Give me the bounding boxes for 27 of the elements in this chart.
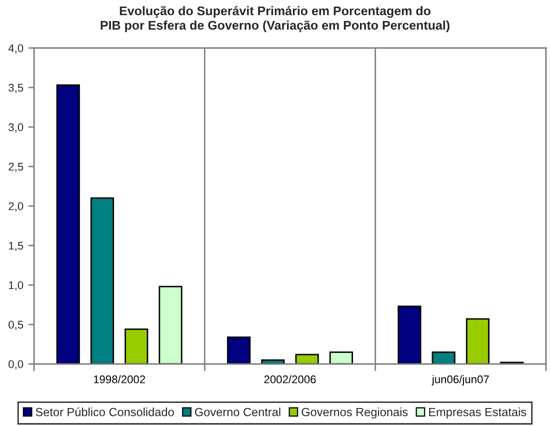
- bar: [295, 354, 319, 364]
- bar: [90, 197, 114, 364]
- y-tick-label: 4,0: [8, 44, 24, 54]
- legend-label: Setor Público Consolidado: [36, 407, 174, 416]
- chart-title: Evolução do Superávit Primário em Porcentagem do PIB por Esfera de Governo (Variação em Ponto Percentual): [100, 6, 450, 32]
- x-tick-label: jun06/jun07: [432, 375, 489, 386]
- legend-label: Governos Regionais: [302, 408, 408, 419]
- y-tick-label: 3,5: [8, 84, 24, 93]
- bar: [158, 286, 182, 364]
- y-tick-label: 1,5: [8, 242, 24, 251]
- x-tick-label: 1998/2002: [94, 375, 146, 384]
- bar: [466, 318, 490, 364]
- bar: [227, 336, 251, 364]
- y-tick-label: 1,0: [8, 281, 24, 290]
- legend-label: Governo Central: [195, 408, 280, 416]
- bar: [398, 306, 422, 364]
- y-tick-label: 2,5: [8, 162, 24, 172]
- y-tick-label: 2,0: [8, 202, 24, 212]
- bar: [329, 351, 353, 364]
- y-tick-label: 0,0: [8, 360, 24, 370]
- legend-label: Empresas Estatais: [429, 408, 526, 419]
- bar: [432, 351, 456, 364]
- x-tick-label: 2002/2006: [264, 375, 316, 384]
- y-tick-label: 0,5: [8, 320, 24, 330]
- bar: [124, 328, 148, 364]
- y-tick-label: 3,0: [8, 123, 24, 132]
- bar: [56, 84, 80, 364]
